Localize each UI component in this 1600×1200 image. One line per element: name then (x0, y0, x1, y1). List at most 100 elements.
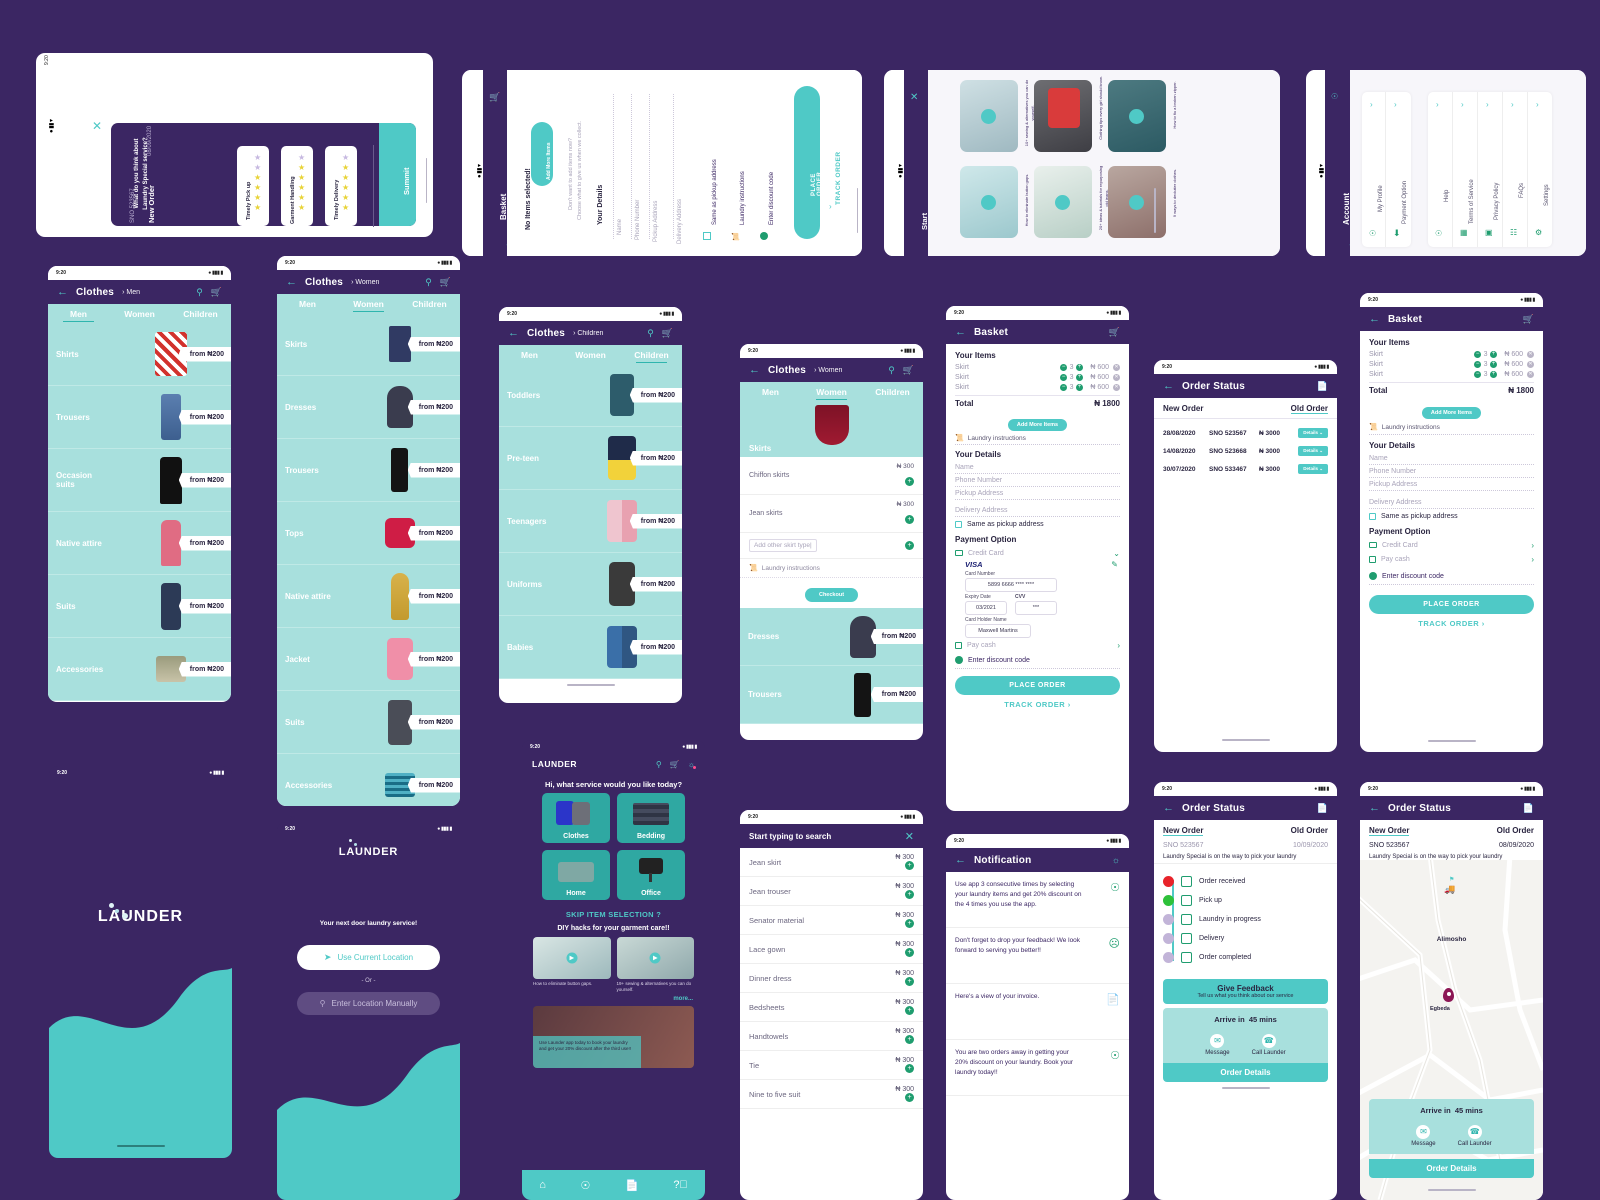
remove-item-button[interactable]: ✕ (1527, 350, 1534, 358)
search-icon[interactable]: ⚲ (196, 286, 203, 297)
remove-item-button[interactable]: ✕ (1113, 373, 1120, 381)
basket-item-row[interactable]: Skirt −3 + ₦ 600 ✕ (955, 382, 1120, 392)
add-item-button[interactable]: + (905, 1035, 914, 1044)
promo-banner[interactable]: Use Launder app today to book your laund… (533, 1005, 694, 1068)
sub-item-row[interactable]: Chiffon skirts ₦ 300 + (740, 457, 923, 495)
order-details-button[interactable]: Order Details (1163, 1063, 1328, 1082)
account-item-faqs[interactable]: › FAQs ☷ (1503, 92, 1528, 247)
clothes-row[interactable]: Babies from ₦200 (499, 616, 682, 679)
clothes-row[interactable]: Teenagers from ₦200 (499, 490, 682, 553)
search-result-row[interactable]: Nine to five suit ₦ 300 + (740, 1080, 923, 1109)
use-current-location-button[interactable]: ➤ Use Current Location (297, 945, 440, 970)
order-row[interactable]: 30/07/2020 SNO 533467 ₦ 3000 Details ⌄ (1154, 460, 1337, 478)
submit-button[interactable]: Summit (379, 123, 416, 226)
clothes-row[interactable]: Trousers from ₦200 (277, 439, 460, 502)
orders-icon[interactable]: 📄 (1316, 802, 1328, 813)
search-result-row[interactable]: Senator material ₦ 300 + (740, 906, 923, 935)
clothes-row[interactable]: Dresses from ₦200 (740, 608, 923, 666)
orders-icon[interactable]: 📄 (625, 1179, 639, 1192)
diy-card[interactable] (1108, 166, 1166, 238)
increment-button[interactable]: + (1490, 350, 1497, 358)
close-icon[interactable]: ✕ (904, 830, 914, 843)
add-more-items-button[interactable]: Add More Items (1421, 407, 1482, 419)
bell-icon[interactable]: ☼ (687, 759, 696, 769)
increment-button[interactable]: + (1076, 373, 1083, 381)
rating-card[interactable]: Garment Handling ★ ★ ★ ★ ★ ★ (281, 146, 313, 226)
tab-children[interactable]: Children (875, 387, 910, 397)
basket-icon[interactable]: 🛒 (439, 276, 451, 287)
phone-field[interactable]: Phone Number (1369, 465, 1534, 478)
basket-item-row[interactable]: Skirt −3 + ₦ 600 ✕ (955, 372, 1120, 382)
basket-icon[interactable]: 🛒 (669, 759, 680, 769)
increment-button[interactable]: + (1490, 370, 1497, 378)
basket-item-row[interactable]: Skirt −3 + ₦ 600 ✕ (1369, 359, 1534, 369)
diy-card[interactable] (1034, 80, 1092, 152)
skip-item-selection-link[interactable]: SKIP ITEM SELECTION ? (565, 910, 662, 919)
discount-row[interactable]: Enter discount code (955, 652, 1120, 669)
decrement-button[interactable]: − (1474, 360, 1482, 368)
clothes-row[interactable]: Skirts from ₦200 (277, 313, 460, 376)
remove-item-button[interactable]: ✕ (1113, 383, 1120, 391)
diy-card[interactable] (1034, 166, 1092, 238)
order-row[interactable]: 28/08/2020 SNO 523567 ₦ 3000 Details ⌄ (1154, 424, 1337, 442)
place-order-button[interactable]: PLACE ORDER (1369, 595, 1534, 614)
tab-old-order[interactable]: Old Order (1290, 826, 1328, 835)
close-icon[interactable]: ✕ (910, 92, 919, 103)
credit-card-row[interactable]: Credit Card › (1369, 538, 1534, 552)
laundry-instructions-row[interactable]: 📜 Laundry instructions (955, 434, 1120, 445)
call-action[interactable]: ☎ Call Launder (1252, 1030, 1286, 1056)
add-item-button[interactable]: + (905, 515, 914, 524)
search-icon[interactable]: ⚲ (425, 276, 432, 287)
search-result-row[interactable]: Jean trouser ₦ 300 + (740, 877, 923, 906)
search-icon[interactable]: ⚲ (888, 364, 895, 375)
tab-old-order[interactable]: Old Order (1290, 404, 1328, 414)
clothes-row[interactable]: Trousers from ₦200 (740, 666, 923, 724)
delivery-address-field[interactable]: Delivery Address (955, 500, 1120, 517)
basket-item-row[interactable]: Skirt −3 + ₦ 600 ✕ (1369, 349, 1534, 359)
tab-men[interactable]: Men (521, 350, 538, 360)
notification-row[interactable]: You are two orders away in getting your … (946, 1040, 1129, 1096)
tab-children[interactable]: Children (621, 345, 682, 364)
search-result-row[interactable]: Lace gown ₦ 300 + (740, 935, 923, 964)
search-title[interactable]: Start typing to search (749, 831, 832, 841)
chevron-right-icon[interactable]: › (1531, 554, 1534, 564)
close-icon[interactable]: ✕ (92, 119, 103, 133)
enter-location-button[interactable]: ⚲ Enter Location Manually (297, 992, 440, 1015)
add-other-row[interactable]: Add other skirt type| + (740, 533, 923, 559)
search-result-row[interactable]: Handtowels ₦ 300 + (740, 1022, 923, 1051)
delivery-address-field[interactable]: Delivery Address (1369, 491, 1534, 509)
search-result-row[interactable]: Bedsheets ₦ 300 + (740, 993, 923, 1022)
back-icon[interactable]: ← (955, 325, 966, 338)
service-card-clothes[interactable]: Clothes (542, 793, 610, 843)
basket-icon[interactable]: 🛒 (489, 92, 501, 102)
tab-new-order[interactable]: New Order (1163, 826, 1204, 836)
back-icon[interactable]: ← (1163, 801, 1174, 814)
decrement-button[interactable]: − (1474, 370, 1482, 378)
tab-old-order[interactable]: Old Order (1496, 826, 1534, 835)
more-link[interactable]: more... (673, 995, 693, 1002)
expanded-category-header[interactable]: Skirts (740, 401, 923, 457)
discount-row[interactable]: Enter discount code (1369, 566, 1534, 585)
chevron-right-icon[interactable]: › (1531, 540, 1534, 550)
back-icon[interactable]: ← (955, 853, 966, 866)
message-action[interactable]: ✉ Message (1411, 1121, 1436, 1147)
add-item-button[interactable]: + (905, 890, 914, 899)
track-order-link[interactable]: TRACK ORDER › (1004, 700, 1071, 709)
clothes-row[interactable]: Accessories from ₦200 (48, 638, 231, 701)
qty-stepper[interactable]: −3 + (1060, 383, 1083, 391)
decrement-button[interactable]: − (1060, 383, 1068, 391)
clothes-row[interactable]: Jacket from ₦200 (277, 628, 460, 691)
track-order-link[interactable]: TRACK ORDER › (1418, 619, 1485, 628)
back-icon[interactable]: ← (749, 363, 760, 376)
laundry-instructions-label[interactable]: Laundry instructions (740, 171, 746, 225)
pay-cash-row[interactable]: Pay cash › (1369, 552, 1534, 566)
account-item-privacy-policy[interactable]: › Privacy Policy ▣ (1478, 92, 1503, 247)
order-details-button[interactable]: Order Details (1369, 1159, 1534, 1178)
track-order-label[interactable]: TRACK ORDER (835, 151, 842, 205)
play-icon[interactable]: ▶ (566, 952, 578, 964)
back-icon[interactable]: ← (508, 326, 519, 339)
add-other-input[interactable]: Add other skirt type| (749, 539, 817, 552)
add-item-button[interactable]: + (905, 919, 914, 928)
video-card[interactable]: ▶ How to eliminate button gaps. (533, 937, 611, 994)
credit-card-row[interactable]: Credit Card ⌄ (955, 546, 1120, 560)
